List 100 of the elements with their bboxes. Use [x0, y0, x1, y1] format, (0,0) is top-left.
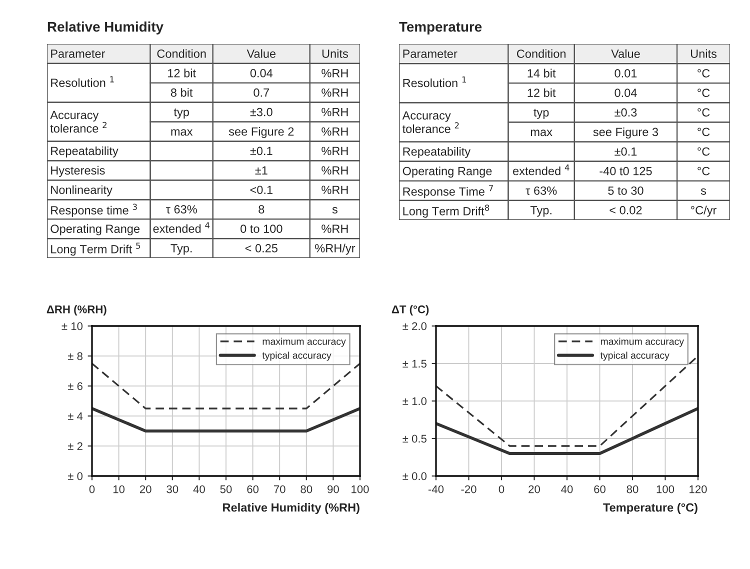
category-label: Condition	[157, 49, 206, 58]
text: Nonlinearity	[51, 185, 112, 196]
y-axis-title: ΔRH (%RH)	[46, 305, 106, 316]
x-tick-label: 70	[274, 485, 286, 494]
text: Repeatability	[403, 147, 471, 158]
text: max	[530, 130, 552, 136]
text: Accuracy tolerance $^{2}$	[402, 111, 459, 134]
x-tick-label: 60	[247, 485, 259, 494]
text: %RH	[322, 127, 348, 136]
text: extended $^{4}$	[513, 164, 570, 176]
x-tick-label: 80	[626, 485, 638, 494]
x-tick-label: 40	[561, 485, 573, 494]
text: %RH	[322, 224, 348, 233]
x-tick-label: 80	[300, 485, 312, 494]
text: ±1	[255, 166, 268, 174]
text: Typ.	[170, 244, 192, 255]
category-label: Value	[611, 49, 640, 58]
text: 5 to 30	[608, 186, 644, 195]
text: <0.1	[250, 186, 272, 194]
x-tick-label: 50	[220, 485, 232, 494]
text: τ 63%	[526, 186, 557, 195]
text: ±0.1	[614, 147, 637, 156]
text: ±0.3	[614, 108, 637, 117]
y-tick-label: ± 6	[68, 382, 82, 390]
text: Response Time $^{7}$	[403, 185, 493, 198]
text: ±3.0	[250, 108, 272, 116]
text: Operating Range	[402, 166, 492, 178]
text: Accuracy tolerance $^{2}$	[50, 110, 107, 133]
text: max	[171, 129, 193, 136]
text: 8	[258, 205, 264, 214]
category-label: Value	[246, 49, 276, 58]
text: 12 bit	[168, 68, 196, 78]
y-tick-label: ± 8	[68, 352, 82, 360]
x-tick-label: -20	[461, 485, 476, 494]
text: < 0.25	[245, 244, 278, 252]
y-axis-title: ΔT (°C)	[392, 305, 429, 316]
text: %RH	[322, 146, 348, 156]
legend-label: typical accuracy	[262, 352, 332, 361]
legend-label: typical accuracy	[600, 352, 670, 361]
y-tick-label: ± 0.5	[402, 434, 427, 443]
text: Response time $^{3}$	[51, 204, 137, 217]
text: Resolution $^{1}$	[51, 76, 114, 87]
text: ±0.1	[250, 146, 272, 156]
text: extended $^{4}$	[153, 222, 210, 233]
y-tick-label: ± 0.0	[402, 472, 427, 480]
text: °C	[698, 108, 710, 117]
x-tick-label: 90	[328, 485, 339, 494]
text: 8 bit	[170, 88, 193, 97]
text: %RH	[322, 108, 348, 116]
category-label: Units	[690, 49, 717, 58]
y-tick-label: ± 10	[62, 322, 83, 330]
text: -40 t0 125	[600, 166, 652, 176]
text: °C	[698, 166, 710, 176]
text: 0 to 100	[240, 224, 282, 233]
category-label: Parameter	[403, 50, 458, 58]
category-label: Units	[322, 49, 348, 58]
text: Relative Humidity	[48, 22, 164, 34]
x-tick-label: 0	[89, 485, 95, 494]
text: see Figure 3	[593, 127, 658, 138]
y-tick-label: ± 1.0	[402, 397, 427, 406]
text: Typ.	[530, 206, 552, 217]
x-tick-label: -40	[428, 485, 444, 494]
text: %RH	[322, 166, 348, 175]
text: Long Term Drift$^{8}$	[403, 204, 490, 218]
text: °C/yr	[691, 206, 717, 217]
text: %RH	[322, 186, 348, 194]
y-tick-label: ± 4	[68, 412, 83, 420]
text: °C	[698, 88, 710, 98]
text: Operating Range	[50, 224, 140, 236]
y-tick-label: ± 2.0	[402, 322, 427, 330]
y-tick-label: ± 1.5	[402, 360, 427, 368]
x-tick-label: 100	[656, 485, 674, 494]
x-axis-title: Temperature (°C)	[603, 503, 698, 514]
x-tick-label: 30	[166, 485, 178, 494]
x-tick-label: 40	[193, 485, 205, 494]
text: see Figure 2	[228, 127, 294, 138]
text: %RH/yr	[315, 244, 356, 255]
legend-label: maximum accuracy	[262, 338, 346, 347]
text: °C	[698, 147, 710, 156]
x-tick-label: 20	[528, 485, 540, 494]
text: Long Term Drift $^{5}$	[51, 242, 140, 256]
text: Hysteresis	[51, 166, 105, 177]
x-tick-label: 120	[690, 485, 707, 494]
legend-label: maximum accuracy	[600, 338, 684, 347]
text: 0.7	[254, 88, 270, 97]
x-tick-label: 20	[140, 485, 152, 494]
text: s	[700, 188, 706, 195]
text: 0.04	[250, 68, 273, 78]
x-tick-label: 60	[594, 485, 606, 494]
x-tick-label: 10	[113, 485, 125, 494]
text: °C	[698, 128, 710, 136]
text: s	[332, 207, 338, 214]
text: °C	[698, 69, 710, 78]
category-label: Condition	[516, 49, 566, 58]
x-tick-label: 0	[498, 485, 504, 494]
x-axis-title: Relative Humidity (%RH)	[223, 503, 360, 514]
text: 14 bit	[528, 68, 556, 78]
text: Temperature	[399, 22, 482, 34]
text: 12 bit	[528, 88, 556, 98]
y-tick-label: ± 0	[68, 472, 83, 480]
